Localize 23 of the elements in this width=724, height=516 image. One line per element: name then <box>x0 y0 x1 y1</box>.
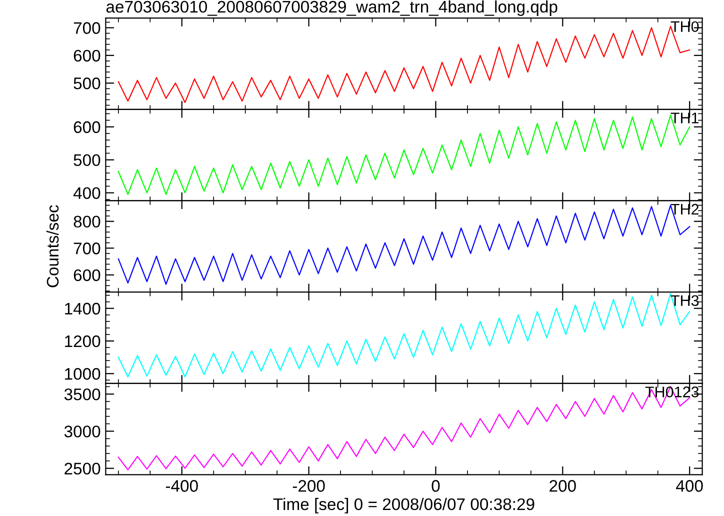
y-tick-label: 1200 <box>65 335 100 348</box>
y-tick-label: 1400 <box>65 302 100 315</box>
y-tick-label: 600 <box>74 121 100 134</box>
y-tick-label: 700 <box>74 242 100 254</box>
y-tick-label: 2500 <box>64 462 100 475</box>
x-tick-label: -200 <box>292 480 325 492</box>
chart-title: ae703063010_20080607003829_wam2_trn_4band_long.qdp <box>106 0 558 16</box>
y-tick-label: 1000 <box>65 368 100 380</box>
x-tick-label: -400 <box>166 480 198 492</box>
y-tick-label: 700 <box>74 22 100 34</box>
y-tick-label: 500 <box>74 78 100 90</box>
y-tick-label: 400 <box>73 187 100 200</box>
y-tick-label: 3500 <box>64 388 100 400</box>
y-tick-label: 600 <box>74 269 100 282</box>
y-tick-label: 3000 <box>64 426 100 438</box>
y-tick-label: 800 <box>74 216 100 228</box>
x-tick-label: 400 <box>676 480 703 492</box>
x-tick-label: 0 <box>432 480 440 492</box>
y-tick-label: 500 <box>74 154 100 166</box>
x-axis-title: Time [sec] 0 = 2008/06/07 00:38:29 <box>273 498 534 514</box>
y-axis-title: Counts/sec <box>46 205 59 288</box>
y-tick-label: 600 <box>74 50 100 62</box>
x-tick-label: 200 <box>550 480 576 492</box>
